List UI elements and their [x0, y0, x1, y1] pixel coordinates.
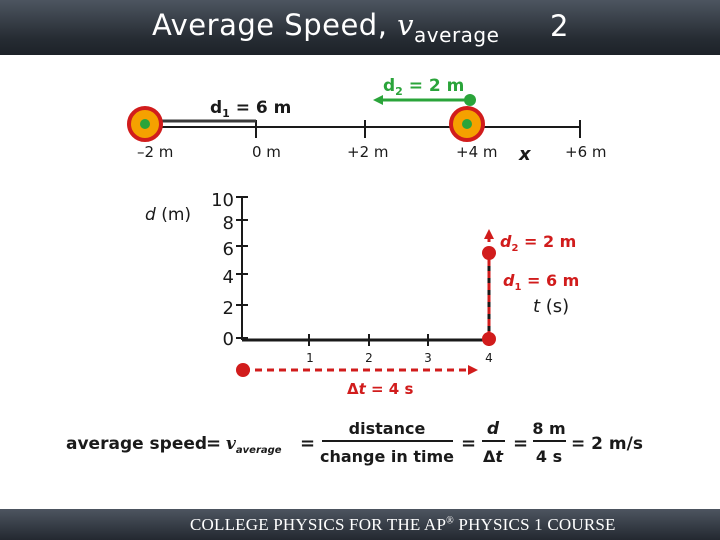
position-ticks [146, 120, 581, 138]
x-tick-2: 2 [365, 351, 373, 365]
x-tick-4: 4 [485, 351, 493, 365]
graph-y-ticks [236, 196, 248, 339]
tick-label-pos2: +2 m [347, 143, 389, 161]
average-speed-equation: average speed = vaverage = distance chan… [66, 419, 643, 466]
marker-end-bottom [482, 332, 496, 346]
tick-label-pos4: +4 m [456, 143, 498, 161]
d2-arrow-start-dot [464, 94, 476, 106]
tick-label-0: 0 m [252, 143, 281, 161]
equation-eq-1: = [206, 433, 221, 454]
equation-eq-2: = [300, 433, 315, 454]
d2-label: d2 = 2 m [383, 76, 464, 98]
equation-den-4s: 4 s [536, 447, 562, 466]
slide-title: Average Speed, vaverage [152, 8, 500, 47]
equation-den-delta-t: Δt [483, 447, 504, 466]
equation-eq-4: = [513, 433, 528, 454]
position-number-line: –2 m 0 m +2 m +4 m +6 m x d1 = 6 m d2 = … [127, 76, 607, 165]
equation-result: = 2 m/s [571, 434, 643, 454]
equation-den-change-in-time: change in time [320, 447, 454, 466]
d1-label: d1 = 6 m [210, 98, 291, 120]
distance-time-line [242, 250, 491, 342]
y-tick-2: 2 [223, 298, 234, 319]
y-tick-4: 4 [223, 267, 234, 288]
equation-num-8m: 8 m [532, 419, 565, 438]
x-axis-variable: x [518, 144, 532, 165]
distance-time-graph: 10 8 6 4 2 0 1 2 3 4 d (m) t (s) d2 = 2 … [145, 190, 579, 398]
x-tick-1: 1 [306, 351, 314, 365]
equation-eq-3: = [461, 433, 476, 454]
x-tick-3: 3 [424, 351, 432, 365]
object-marker-left [127, 106, 163, 142]
slide-number: 2 [550, 9, 569, 43]
y-tick-6: 6 [223, 239, 234, 260]
delta-t-label: Δt = 4 s [347, 380, 413, 398]
object-marker-right [449, 106, 485, 142]
footer-bar: COLLEGE PHYSICS FOR THE AP® PHYSICS 1 CO… [0, 509, 720, 540]
tick-label-neg2: –2 m [137, 143, 173, 161]
equation-lhs: average speed [66, 434, 207, 454]
equation-num-d: d [487, 419, 500, 439]
equation-num-distance: distance [349, 419, 426, 438]
y-tick-10: 10 [211, 190, 234, 211]
tick-label-pos6: +6 m [565, 143, 607, 161]
graph-d2-label: d2 = 2 m [500, 232, 576, 254]
graph-d1-label: d1 = 6 m [503, 271, 579, 293]
title-bar: Average Speed, vaverage 2 [0, 0, 720, 55]
y-tick-0: 0 [223, 329, 234, 350]
marker-end-middle [482, 246, 496, 260]
marker-start [236, 363, 250, 377]
footer-text: COLLEGE PHYSICS FOR THE AP® PHYSICS 1 CO… [190, 515, 616, 534]
equation-v-average: vaverage [226, 434, 282, 456]
graph-y-axis-label: d (m) [145, 205, 191, 225]
graph-x-axis-label: t (s) [533, 296, 569, 317]
y-tick-8: 8 [223, 213, 234, 234]
